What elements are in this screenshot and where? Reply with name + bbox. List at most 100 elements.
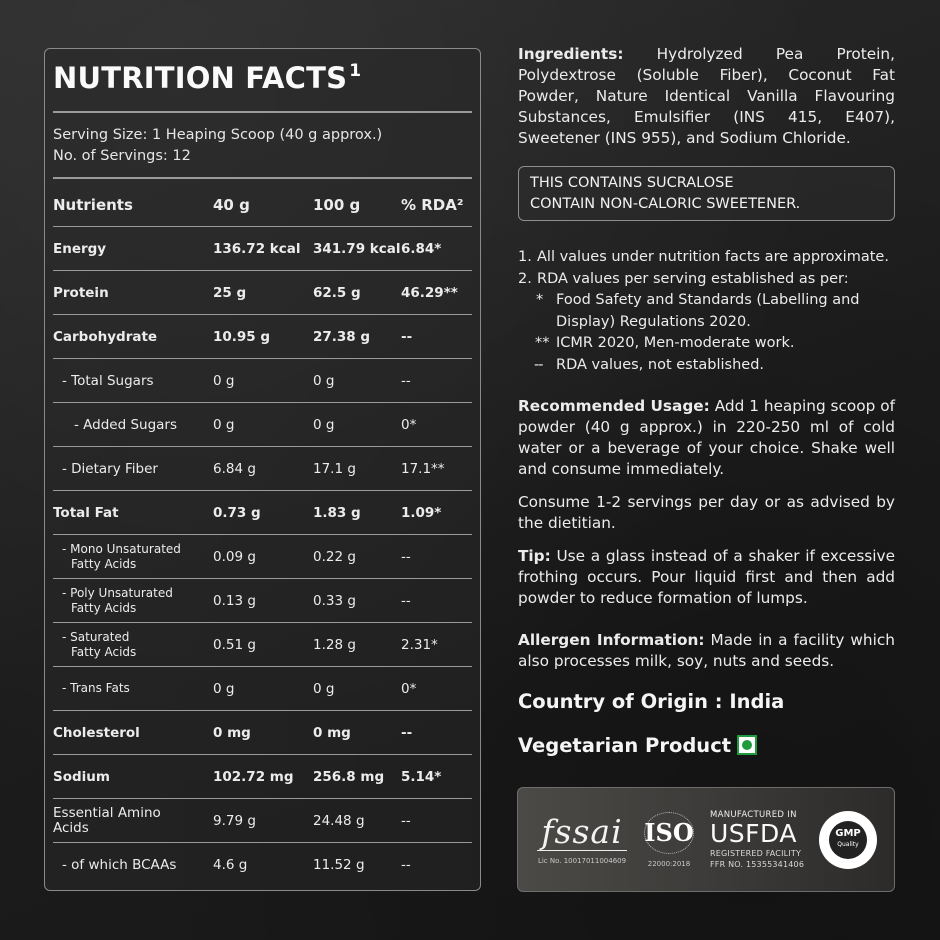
value-100g: 1.83 g (313, 504, 361, 521)
value-40g: 0.73 g (213, 504, 261, 521)
nutrient-name: Total Fat (53, 504, 119, 521)
ingredients-section: Ingredients: Hydrolyzed Pea Protein, Pol… (518, 44, 895, 149)
footnote-text: RDA values per serving established as pe… (537, 270, 849, 287)
nutrient-name-line1: Essential Amino (53, 804, 161, 821)
value-rda: 6.84* (401, 240, 442, 257)
tip-label: Tip: (518, 547, 551, 565)
value-rda: 46.29** (401, 284, 458, 301)
sweetener-notice-box: THIS CONTAINS SUCRALOSE CONTAIN NON-CALO… (518, 166, 895, 221)
nutrient-name: Essential Amino Acids (53, 804, 213, 836)
value-rda: 0* (401, 680, 417, 697)
table-row: Protein 25 g 62.5 g 46.29** (53, 271, 472, 315)
nutrient-name: - Added Sugars (74, 416, 178, 433)
title-footnote-ref: 1 (349, 61, 362, 81)
value-100g: 1.28 g (313, 636, 356, 653)
footnote-text: RDA values, not established. (556, 356, 765, 373)
serving-size: Serving Size: 1 Heaping Scoop (40 g appr… (53, 127, 383, 143)
value-rda: -- (401, 812, 411, 829)
value-100g: 0 mg (313, 724, 351, 741)
title-text: NUTRITION FACTS (53, 61, 348, 95)
value-40g: 6.84 g (213, 460, 256, 477)
column-header-100g: 100 g (313, 195, 361, 214)
nutrient-name: Energy (53, 240, 107, 257)
nutrition-table: Nutrients 40 g 100 g % RDA² Energy 136.7… (53, 183, 472, 887)
table-row: - Saturated Fatty Acids 0.51 g 1.28 g 2.… (53, 623, 472, 667)
nutrition-facts-panel: NUTRITION FACTS 1 Serving Size: 1 Heaping… (44, 48, 481, 891)
usage-extra: Consume 1-2 servings per day or as advis… (518, 493, 895, 532)
table-row: Total Fat 0.73 g 1.83 g 1.09* (53, 491, 472, 535)
footnote-key: 1. (518, 249, 532, 265)
footnote-text: Food Safety and Standards (Labelling and… (556, 292, 860, 330)
value-rda: -- (401, 548, 411, 565)
footnote-double-star: ** ICMR 2020, Men-moderate work. (518, 333, 895, 355)
usfda-top: MANUFACTURED IN (710, 809, 797, 820)
value-100g: 0 g (313, 680, 335, 697)
veg-symbol-icon (737, 735, 758, 755)
nutrition-facts-title: NUTRITION FACTS 1 (53, 61, 361, 95)
usage-text: Add 1 heaping scoop of powder (40 g appr… (518, 397, 895, 478)
nutrient-name: - Trans Fats (62, 681, 130, 695)
value-40g: 0.09 g (213, 548, 256, 565)
gmp-badge: GMP Quality (812, 810, 884, 869)
gmp-text: GMP (835, 828, 861, 839)
value-100g: 11.52 g (313, 857, 365, 873)
table-row: - Dietary Fiber 6.84 g 17.1 g 17.1** (53, 447, 472, 491)
value-rda: 17.1** (401, 460, 445, 477)
iso-badge: ISO 22000:2018 (636, 811, 702, 868)
table-row: Essential Amino Acids 9.79 g 24.48 g -- (53, 799, 472, 843)
nutrient-name: Protein (53, 284, 109, 301)
nutrient-name: - of which BCAAs (62, 857, 177, 873)
value-40g: 4.6 g (213, 857, 248, 873)
footnote-key: -- (534, 356, 543, 373)
servings-count: No. of Servings: 12 (53, 148, 191, 164)
column-header-nutrients: Nutrients (53, 195, 133, 214)
value-rda: -- (401, 372, 411, 389)
value-100g: 341.79 kcal (313, 240, 401, 257)
footnote-star: * Food Safety and Standards (Labelling an… (518, 290, 895, 333)
value-40g: 0 g (213, 680, 235, 697)
value-40g: 0.13 g (213, 592, 256, 609)
tip-text: Use a glass instead of a shaker if exces… (518, 547, 895, 607)
nutrient-name: - Dietary Fiber (62, 460, 158, 477)
value-100g: 256.8 mg (313, 768, 385, 785)
footnote-key: * (536, 292, 544, 308)
value-100g: 24.48 g (313, 812, 365, 829)
value-100g: 27.38 g (313, 328, 371, 345)
column-header-40g: 40 g (213, 195, 250, 214)
gmp-seal-center: GMP Quality (829, 820, 867, 859)
footnote-key: 2. (518, 270, 532, 287)
divider (53, 177, 472, 179)
value-40g: 0 g (213, 416, 235, 433)
value-40g: 136.72 kcal (213, 240, 301, 257)
table-row: - Added Sugars 0 g 0 g 0* (53, 403, 472, 447)
nutrient-name-line2: Fatty Acids (71, 600, 137, 615)
footnote-dash: -- RDA values, not established. (518, 355, 895, 377)
table-row: Energy 136.72 kcal 341.79 kcal 6.84* (53, 227, 472, 271)
footnote-key: ** (535, 335, 550, 351)
nutrient-name-line2: Fatty Acids (71, 556, 137, 571)
usfda-title: USFDA (710, 818, 797, 848)
value-rda: 2.31* (401, 636, 438, 653)
column-header-rda: % RDA² (401, 195, 464, 214)
recommended-usage: Recommended Usage: Add 1 heaping scoop o… (518, 396, 895, 480)
nutrient-name-line1: - Mono Unsaturated (62, 541, 181, 556)
nutrient-name: Cholesterol (53, 724, 140, 741)
allergen-text: Made in a facility which also processes … (518, 631, 895, 670)
nutrient-name: - Poly Unsaturated Fatty Acids (53, 586, 213, 616)
allergen-label: Allergen Information: (518, 631, 705, 649)
value-100g: 17.1 g (313, 460, 356, 477)
value-100g: 0.22 g (313, 548, 356, 565)
usfda-registered: REGISTERED FACILITY (710, 848, 802, 858)
table-header: Nutrients 40 g 100 g % RDA² (53, 183, 472, 227)
divider (53, 111, 472, 113)
nutrient-name: - Total Sugars (62, 372, 154, 389)
table-row: - Trans Fats 0 g 0 g 0* (53, 667, 472, 711)
iso-globe-icon: ISO (644, 811, 694, 854)
value-40g: 102.72 mg (213, 768, 294, 785)
gmp-quality-text: Quality (837, 841, 859, 848)
usfda-ffr: FFR NO. 15355341406 (710, 859, 805, 869)
usfda-badge: MANUFACTURED IN USFDA REGISTERED FACILIT… (702, 810, 812, 870)
gmp-seal-icon: GMP Quality (819, 810, 877, 869)
ingredients-label: Ingredients: (518, 45, 624, 63)
nutrient-name-line2: Fatty Acids (71, 644, 137, 659)
